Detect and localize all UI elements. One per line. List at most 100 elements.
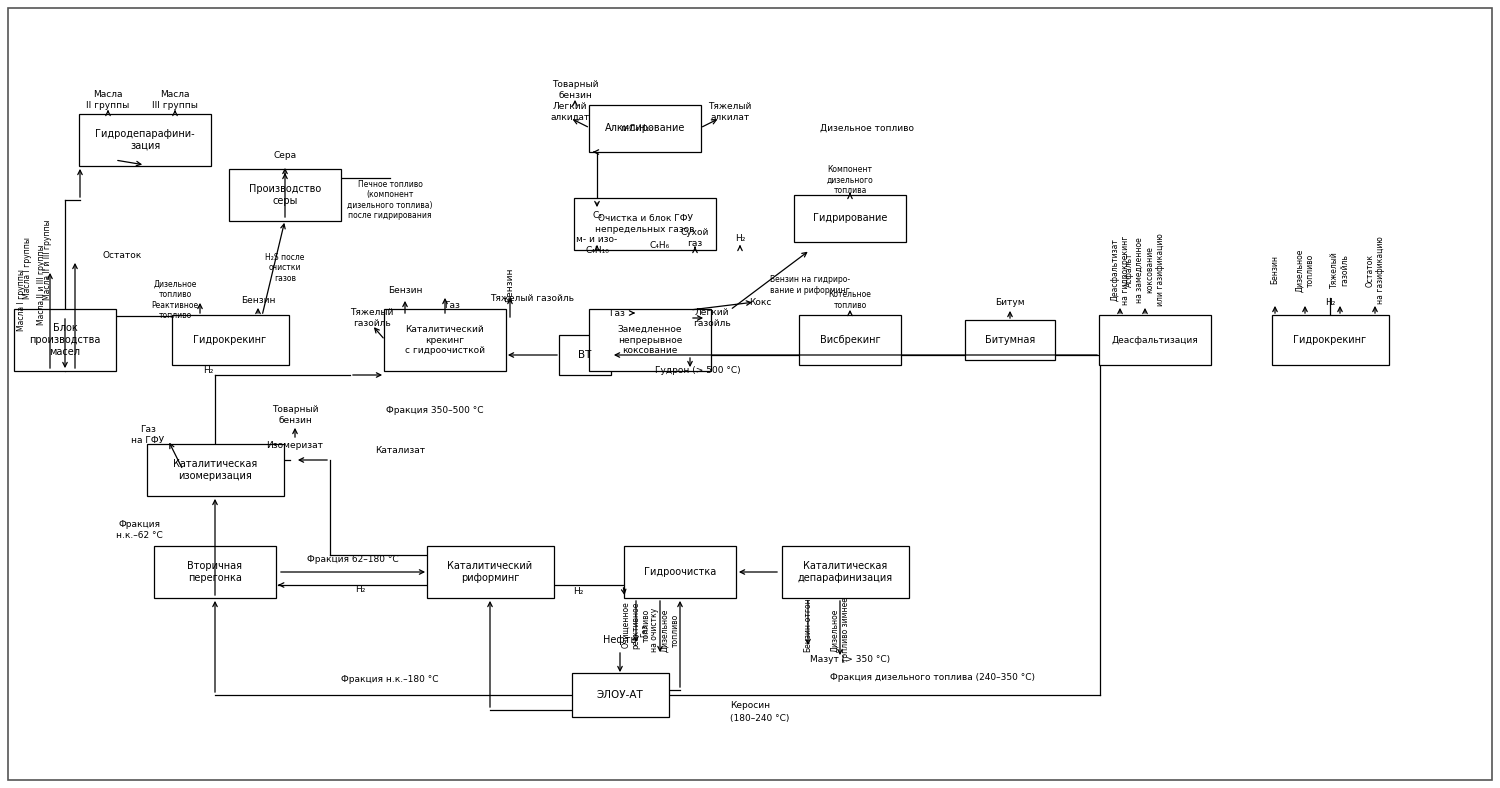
FancyBboxPatch shape bbox=[1272, 315, 1389, 365]
Text: ЭЛОУ-АТ: ЭЛОУ-АТ bbox=[597, 690, 644, 700]
Text: Гидрирование: Гидрирование bbox=[813, 213, 886, 223]
Text: Дизельное топливо: Дизельное топливо bbox=[821, 124, 914, 132]
FancyBboxPatch shape bbox=[13, 309, 116, 371]
Text: H₂S после
очистки
газов: H₂S после очистки газов bbox=[266, 253, 305, 283]
FancyBboxPatch shape bbox=[590, 105, 700, 151]
Text: (180–240 °С): (180–240 °С) bbox=[730, 713, 789, 723]
Text: Деасфальтизат
на гидрокрекинг: Деасфальтизат на гидрокрекинг bbox=[1110, 236, 1130, 305]
FancyBboxPatch shape bbox=[794, 195, 906, 241]
Text: Фракция дизельного топлива (240–350 °С): Фракция дизельного топлива (240–350 °С) bbox=[830, 674, 1035, 682]
Text: Каталитический
крекинг
с гидроочисткой: Каталитический крекинг с гидроочисткой bbox=[405, 325, 484, 355]
Text: Кокс: Кокс bbox=[748, 298, 771, 307]
Text: Блок
производства
масел: Блок производства масел bbox=[30, 323, 100, 357]
Text: Изомеризат: Изомеризат bbox=[267, 440, 324, 449]
Text: Вторичная
перегонка: Вторичная перегонка bbox=[188, 561, 243, 583]
Text: H₂: H₂ bbox=[356, 585, 364, 594]
Text: Гидрокрекинг: Гидрокрекинг bbox=[194, 335, 267, 345]
Text: Гудрон (> 500 °С): Гудрон (> 500 °С) bbox=[656, 366, 741, 374]
Text: Гидроочистка: Гидроочистка bbox=[644, 567, 716, 577]
FancyBboxPatch shape bbox=[426, 546, 554, 598]
Text: Алкилирование: Алкилирование bbox=[604, 123, 686, 133]
FancyBboxPatch shape bbox=[800, 315, 901, 365]
Text: Товарный
бензин: Товарный бензин bbox=[552, 80, 598, 100]
FancyBboxPatch shape bbox=[1100, 315, 1210, 365]
Text: Печное топливо
(компонент
дизельного топлива)
после гидрирования: Печное топливо (компонент дизельного топ… bbox=[346, 180, 432, 220]
Text: Гидрокрекинг: Гидрокрекинг bbox=[1293, 335, 1366, 345]
FancyBboxPatch shape bbox=[147, 444, 284, 496]
Text: Каталитический
риформинг: Каталитический риформинг bbox=[447, 561, 532, 583]
Text: Бензин: Бензин bbox=[506, 268, 515, 303]
Text: Очистка и блок ГФУ
непредельных газов: Очистка и блок ГФУ непредельных газов bbox=[596, 214, 694, 234]
Text: Остаток: Остаток bbox=[102, 251, 142, 259]
Text: Сера: Сера bbox=[273, 151, 297, 159]
FancyBboxPatch shape bbox=[574, 198, 716, 250]
Text: Товарный
бензин: Товарный бензин bbox=[272, 405, 318, 425]
Text: Тяжелый
алкилат: Тяжелый алкилат bbox=[708, 102, 752, 121]
Text: Керосин: Керосин bbox=[730, 701, 770, 711]
Text: Катализат: Катализат bbox=[375, 445, 424, 455]
Text: Бензин на гидриро-
вание и риформинг: Бензин на гидриро- вание и риформинг bbox=[770, 275, 850, 295]
FancyBboxPatch shape bbox=[171, 315, 288, 365]
Text: Масла II и III группы: Масла II и III группы bbox=[38, 245, 46, 325]
Text: Дизельное
топливо
Реактивное
топливо: Дизельное топливо Реактивное топливо bbox=[152, 280, 198, 320]
Text: Компонент
дизельного
топлива: Компонент дизельного топлива bbox=[827, 165, 873, 195]
Text: H₂: H₂ bbox=[202, 366, 213, 374]
Text: Сухой
газ: Сухой газ bbox=[681, 229, 710, 247]
Text: C₄H₆: C₄H₆ bbox=[650, 240, 670, 250]
Text: Котельное
топливо: Котельное топливо bbox=[828, 290, 872, 310]
Text: Битум: Битум bbox=[994, 298, 1024, 307]
Text: Газ: Газ bbox=[444, 300, 460, 310]
Text: Фракция 62–180 °С: Фракция 62–180 °С bbox=[308, 556, 399, 564]
Text: Гидродепарафини-
зация: Гидродепарафини- зация bbox=[94, 129, 195, 151]
Text: м- и изо-
C₄H₁₀: м- и изо- C₄H₁₀ bbox=[576, 236, 618, 255]
FancyBboxPatch shape bbox=[964, 320, 1054, 360]
Text: Замедленное
непрерывное
коксование: Замедленное непрерывное коксование bbox=[618, 325, 682, 355]
Text: Фракция 350–500 °С: Фракция 350–500 °С bbox=[387, 406, 483, 414]
Text: Битумная: Битумная bbox=[986, 335, 1035, 345]
FancyBboxPatch shape bbox=[560, 335, 610, 375]
Text: Масла I группы: Масла I группы bbox=[18, 269, 27, 331]
Text: Дизельное
топливо: Дизельное топливо bbox=[1296, 248, 1314, 292]
Text: Легкий
газойль: Легкий газойль bbox=[693, 308, 730, 328]
FancyBboxPatch shape bbox=[230, 169, 340, 221]
Text: Фракция н.к.–180 °С: Фракция н.к.–180 °С bbox=[340, 675, 438, 685]
Text: Остаток
на газификацию: Остаток на газификацию bbox=[1365, 236, 1384, 304]
Text: Дизельное
топливо зимнее: Дизельное топливо зимнее bbox=[831, 597, 849, 663]
Text: Деасфальтизация: Деасфальтизация bbox=[1112, 336, 1198, 344]
FancyBboxPatch shape bbox=[154, 546, 276, 598]
FancyBboxPatch shape bbox=[80, 114, 212, 166]
Text: Висбрекинг: Висбрекинг bbox=[819, 335, 880, 345]
Text: Очищенное
реактивное
топливо: Очищенное реактивное топливо bbox=[621, 601, 651, 649]
Text: H₂: H₂ bbox=[573, 588, 584, 597]
Text: Тяжелый
газойль: Тяжелый газойль bbox=[1330, 251, 1350, 288]
Text: Фракция
н.к.–62 °С: Фракция н.к.–62 °С bbox=[117, 520, 164, 540]
Text: Асфальт
на замедленное
коксование
или газификацию: Асфальт на замедленное коксование или га… bbox=[1125, 233, 1166, 307]
Text: C₃: C₃ bbox=[592, 210, 602, 220]
FancyBboxPatch shape bbox=[590, 309, 711, 371]
Text: H₂: H₂ bbox=[735, 233, 746, 243]
Text: Газ
на ГФУ: Газ на ГФУ bbox=[132, 426, 165, 444]
FancyBboxPatch shape bbox=[572, 673, 669, 717]
Text: H₂: H₂ bbox=[1324, 298, 1335, 307]
Text: Масла II и III группы: Масла II и III группы bbox=[44, 220, 52, 300]
Text: Масла
II группы: Масла II группы bbox=[87, 91, 129, 110]
Text: n-C₄H₁₀: n-C₄H₁₀ bbox=[621, 124, 654, 132]
Text: Каталитическая
изомеризация: Каталитическая изомеризация bbox=[172, 459, 256, 481]
Text: Тяжелый газойль: Тяжелый газойль bbox=[490, 293, 574, 303]
Text: Тяжелый
газойль: Тяжелый газойль bbox=[351, 308, 393, 328]
FancyBboxPatch shape bbox=[782, 546, 909, 598]
Text: Производство
серы: Производство серы bbox=[249, 184, 321, 206]
Text: Нефть: Нефть bbox=[603, 635, 636, 645]
Text: Бензин-отгон: Бензин-отгон bbox=[804, 597, 813, 652]
FancyBboxPatch shape bbox=[384, 309, 506, 371]
Text: Бензин: Бензин bbox=[387, 285, 423, 295]
Text: Газ: Газ bbox=[609, 308, 625, 318]
Text: Бензин: Бензин bbox=[240, 296, 276, 304]
Text: Бензин: Бензин bbox=[1270, 255, 1280, 284]
Text: Каталитическая
депарафинизация: Каталитическая депарафинизация bbox=[798, 561, 892, 583]
Text: Масла
III группы: Масла III группы bbox=[152, 91, 198, 110]
FancyBboxPatch shape bbox=[624, 546, 736, 598]
Text: Газ
на очистку
Дизельное
топливо: Газ на очистку Дизельное топливо bbox=[640, 608, 680, 652]
Text: Масла I группы: Масла I группы bbox=[24, 237, 33, 299]
Text: Легкий
алкилат: Легкий алкилат bbox=[550, 102, 590, 121]
